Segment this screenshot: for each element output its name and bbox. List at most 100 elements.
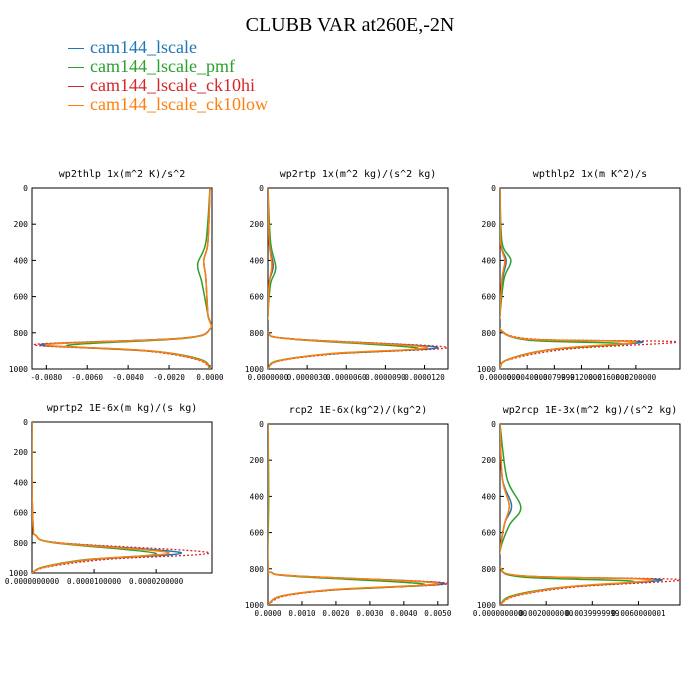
x-tick-label: 0.0000030 [287,373,328,382]
x-tick-label: 0.0120000 [561,373,602,382]
x-tick-label: -0.0020 [153,373,185,382]
y-tick-label: 0 [491,420,496,429]
legend-item: cam144_lscale_pmf [68,57,268,76]
y-tick-label: 1000 [477,601,496,610]
legend-label: cam144_lscale_ck10hi [90,75,255,95]
legend-item: cam144_lscale [68,38,268,57]
y-tick-label: 1000 [9,365,28,374]
subplot-title: wp2rcp 1E-3x(m^2 kg)/(s^2 kg) [503,405,678,416]
y-tick-label: 800 [250,329,265,338]
x-tick-label: 0.0000200000 [129,577,184,586]
x-tick-label: 0.0010 [288,609,316,618]
y-tick-label: 0 [491,184,496,193]
y-tick-label: 800 [14,329,29,338]
y-tick-label: 600 [250,293,265,302]
x-tick-label: 0.0000060 [326,373,367,382]
y-tick-label: 600 [14,293,29,302]
y-tick-label: 200 [482,456,497,465]
x-tick-label: -0.0080 [31,373,63,382]
x-tick-label: 0.0039999999 [565,609,619,618]
subplot-title: wpthlp2 1x(m K^2)/s [533,169,647,180]
legend-item: cam144_lscale_ck10hi [68,76,268,95]
subplot: wp2thlp 1x(m^2 K)/s^202004006008001000-0… [9,169,224,382]
subplot: rcp2 1E-6x(kg^2)/(kg^2) 0 200 400 600 800 1000… [245,405,452,618]
x-tick-label: 0.0000090 [365,373,406,382]
y-tick-label: 0 [259,420,264,429]
y-tick-label: 800 [482,565,497,574]
y-tick-label: 400 [14,478,29,487]
series-line [268,424,448,605]
y-tick-label: 1000 [477,365,496,374]
y-tick-label: 600 [482,529,497,538]
series-line [268,188,428,369]
x-tick-label: 0.0000000000 [5,577,60,586]
x-tick-label: -0.0060 [71,373,103,382]
x-tick-label: 0.0000000 [480,373,521,382]
legend-swatch [68,86,84,88]
legend-label: cam144_lscale_ck10low [90,94,268,114]
legend: cam144_lscale cam144_lscale_pmf cam144_l… [68,38,268,114]
y-tick-label: 600 [14,509,29,518]
y-tick-label: 1000 [245,601,264,610]
x-tick-label: 0.0040000 [507,373,548,382]
x-tick-label: -0.0040 [112,373,144,382]
plot-frame [499,423,681,606]
subplot: wp2rcp 1E-3x(m^2 kg)/(s^2 kg) 0 200 400 600 8… [473,405,681,618]
y-tick-label: 200 [14,220,29,229]
subplot: wprtp2 1E-6x(m kg)/(s kg) 0 200 400 600 800 10… [5,403,213,586]
legend-swatch [68,105,84,107]
y-tick-label: 800 [14,539,29,548]
x-tick-label: 0.0040 [390,609,418,618]
subplot: wpthlp2 1x(m K^2)/s020040060080010000.00… [477,169,681,382]
subplot-title: wp2rtp 1x(m^2 kg)/(s^2 kg) [280,169,437,180]
series-line [268,424,439,605]
y-tick-label: 0 [23,418,28,427]
y-tick-label: 400 [482,492,497,501]
x-tick-label: 0.0020000000 [519,609,574,618]
x-tick-label: 0.0200000 [616,373,657,382]
plot-frame [267,423,449,606]
x-tick-label: 0.0000120 [404,373,445,382]
plot-frame [31,187,213,370]
y-tick-label: 200 [250,220,265,229]
y-tick-label: 800 [482,329,497,338]
y-tick-label: 0 [23,184,28,193]
y-tick-label: 1000 [245,365,264,374]
y-tick-label: 600 [482,293,497,302]
x-tick-label: 0.0050 [424,609,452,618]
x-tick-label: 0.0000 [254,609,282,618]
chart-title: CLUBB VAR at260E,-2N [245,14,455,36]
subplot: wp2rtp 1x(m^2 kg)/(s^2 kg) 0 200 400 600 800 1… [245,169,449,382]
plot-frame [267,187,449,370]
plot-frame [31,421,213,574]
series-line [500,188,624,369]
series-line [32,422,210,573]
y-tick-label: 400 [482,256,497,265]
x-tick-label: 0.0000100000 [67,577,122,586]
legend-swatch [68,48,84,50]
y-tick-label: 600 [250,529,265,538]
subplot-title: wp2thlp 1x(m^2 K)/s^2 [59,169,185,180]
x-tick-label: 0.0020 [322,609,350,618]
x-tick-label: 0.0000000000 [473,609,528,618]
y-tick-label: 1000 [9,569,28,578]
y-tick-label: 200 [482,220,497,229]
legend-item: cam144_lscale_ck10low [68,95,268,114]
y-tick-label: 400 [14,256,29,265]
y-tick-label: 0 [259,184,264,193]
y-tick-label: 200 [14,448,29,457]
series-line [32,422,182,573]
series-line [268,188,448,369]
series-line [500,424,654,605]
x-tick-label: 0.0079999 [534,373,575,382]
legend-label: cam144_lscale_pmf [90,56,235,76]
x-tick-label: 0.0000000 [248,373,289,382]
plot-frame [499,187,681,370]
x-tick-label: 0.0000 [196,373,224,382]
x-tick-label: 0.0060000001 [611,609,665,618]
legend-swatch [68,67,84,69]
series-line [500,188,637,369]
series-line [32,422,170,573]
x-tick-label: 0.0030 [356,609,384,618]
